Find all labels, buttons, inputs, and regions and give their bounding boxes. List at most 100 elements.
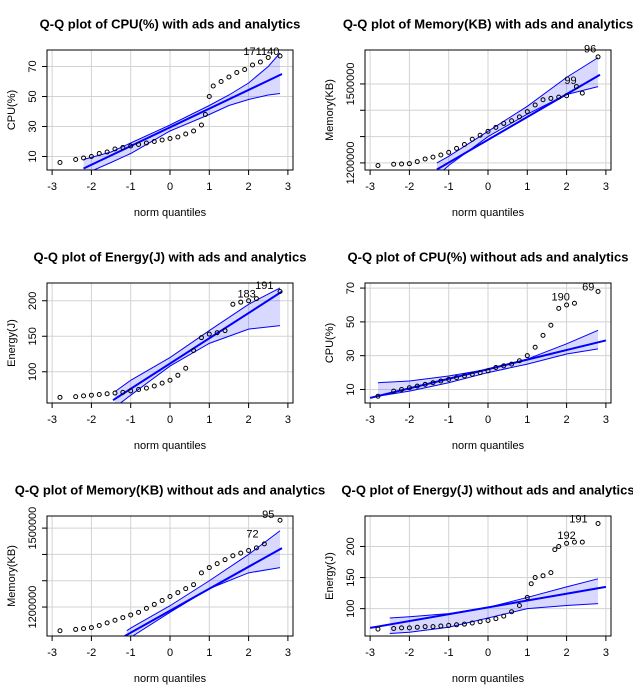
data-point — [469, 371, 475, 377]
data-point — [120, 145, 126, 150]
data-point — [151, 139, 157, 144]
x-tick-label: -3 — [365, 414, 375, 426]
point-label: 72 — [246, 529, 258, 541]
data-point — [430, 624, 436, 630]
data-point — [73, 394, 79, 400]
x-axis-label: norm quantiles — [134, 207, 207, 219]
y-tick-label: 1200000 — [345, 141, 357, 184]
data-point — [206, 94, 212, 99]
point-label: 191 — [255, 280, 273, 292]
data-point — [104, 620, 110, 626]
data-point — [509, 361, 515, 367]
data-point — [143, 385, 149, 391]
reference-line — [369, 585, 607, 629]
data-point — [493, 365, 499, 371]
data-point — [222, 328, 228, 334]
data-point — [446, 376, 452, 382]
data-point — [454, 622, 460, 628]
data-point — [556, 94, 562, 100]
data-point — [191, 128, 197, 134]
data-point — [524, 353, 530, 359]
data-point — [277, 517, 283, 523]
data-point — [477, 132, 483, 138]
data-point — [595, 520, 601, 526]
x-tick-label: -2 — [87, 181, 97, 193]
data-point — [430, 380, 436, 386]
reference-line — [83, 73, 283, 170]
data-point — [143, 605, 149, 611]
data-point — [399, 625, 405, 631]
data-point — [73, 626, 79, 632]
data-point — [230, 301, 236, 307]
x-tick-label: 3 — [603, 647, 609, 659]
data-point — [564, 93, 570, 99]
data-point — [422, 156, 428, 162]
panel: Q-Q plot of Memory(KB) without ads and a… — [6, 482, 325, 684]
band-upper — [436, 57, 599, 164]
data-point — [120, 615, 126, 621]
x-tick-label: 1 — [206, 414, 212, 426]
data-point — [234, 70, 240, 75]
band-upper — [126, 530, 281, 632]
data-point — [399, 161, 405, 167]
data-point — [548, 95, 554, 101]
x-tick-label: 1 — [206, 647, 212, 659]
y-tick-label: 100 — [27, 363, 39, 381]
data-point — [493, 616, 499, 622]
data-point — [136, 142, 142, 147]
data-point — [128, 612, 134, 618]
plot-frame — [364, 515, 612, 637]
data-point — [477, 370, 483, 376]
data-point — [422, 624, 428, 630]
data-point — [540, 332, 546, 338]
data-point — [595, 288, 601, 294]
x-axis-label: norm quantiles — [134, 440, 207, 452]
data-point — [265, 55, 271, 60]
x-tick-label: 1 — [524, 181, 530, 193]
data-point — [552, 547, 558, 553]
band-upper — [114, 287, 281, 393]
y-axis-label: CPU(%) — [324, 323, 336, 363]
point-label: 191 — [569, 513, 587, 525]
data-point — [391, 161, 397, 167]
chart-title: Q-Q plot of CPU(%) with ads and analytic… — [40, 16, 301, 31]
data-point — [206, 331, 212, 337]
data-point — [238, 299, 244, 305]
band-lower — [131, 567, 281, 636]
data-point — [253, 545, 259, 551]
confidence-band — [126, 530, 281, 636]
data-point — [414, 624, 420, 630]
data-point — [375, 163, 381, 169]
data-point — [253, 296, 259, 302]
data-point — [159, 137, 165, 143]
data-point — [461, 141, 467, 147]
x-tick-label: -3 — [47, 647, 57, 659]
x-tick-label: -3 — [365, 181, 375, 193]
data-point — [414, 159, 420, 165]
data-point — [532, 344, 538, 350]
confidence-band — [114, 287, 281, 403]
chart-title: Q-Q plot of Memory(KB) with ads and anal… — [343, 16, 633, 31]
y-tick-label: 100 — [345, 599, 357, 617]
data-point — [454, 145, 460, 151]
chart-title: Q-Q plot of Energy(J) without ads and an… — [341, 482, 633, 497]
point-label: 190 — [552, 291, 570, 303]
data-point — [524, 594, 530, 600]
x-tick-label: 1 — [524, 414, 530, 426]
data-point — [556, 543, 562, 549]
x-tick-label: 2 — [246, 414, 252, 426]
data-point — [493, 124, 499, 130]
y-tick-label: 10 — [27, 150, 39, 162]
data-point — [104, 149, 110, 155]
data-point — [96, 391, 102, 397]
data-point — [528, 581, 534, 587]
data-point — [375, 626, 381, 632]
data-point — [564, 540, 570, 546]
data-point — [595, 54, 601, 60]
data-point — [573, 84, 579, 90]
data-point — [242, 67, 248, 72]
data-point — [516, 358, 522, 364]
confidence-band — [377, 330, 599, 397]
y-tick-label: 10 — [345, 383, 357, 395]
